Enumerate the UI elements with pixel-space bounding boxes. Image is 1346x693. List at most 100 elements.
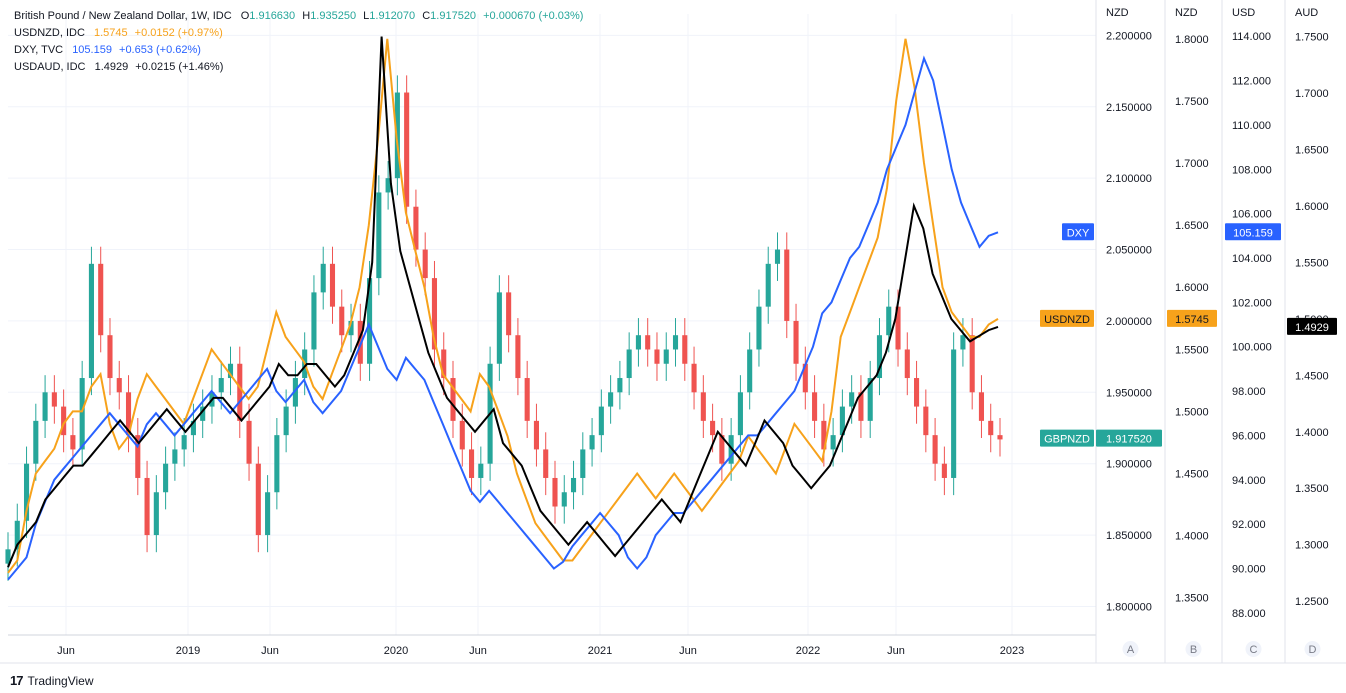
candle-body bbox=[728, 435, 734, 464]
x-tick-label: 2019 bbox=[176, 645, 200, 657]
candle-body bbox=[886, 306, 892, 336]
dxy-name-label: DXY bbox=[1067, 227, 1090, 239]
candle-body bbox=[719, 435, 725, 464]
axis-tick-B: 1.7500 bbox=[1175, 96, 1209, 108]
candle-body bbox=[932, 435, 938, 464]
usdnzd-name-label: USDNZD bbox=[1044, 314, 1090, 326]
x-tick-label: 2020 bbox=[384, 645, 408, 657]
gbpnzd-price-label: 1.917520 bbox=[1106, 434, 1152, 446]
candle-body bbox=[914, 378, 920, 407]
candle-body bbox=[469, 449, 475, 478]
candle-body bbox=[135, 435, 141, 478]
candle-body bbox=[144, 477, 150, 536]
candle-body bbox=[710, 420, 716, 436]
candle-body bbox=[635, 335, 641, 350]
candle-body bbox=[88, 263, 94, 379]
axis-tick-D: 1.4500 bbox=[1295, 370, 1329, 382]
candle-body bbox=[543, 449, 549, 478]
tradingview-name: TradingView bbox=[27, 673, 94, 688]
axis-tick-A: 2.200000 bbox=[1106, 30, 1152, 42]
axis-tick-C: 92.000 bbox=[1232, 519, 1266, 531]
candle-body bbox=[589, 435, 595, 450]
candle-body bbox=[348, 320, 354, 336]
candle-body bbox=[774, 249, 781, 264]
candle-body bbox=[691, 363, 697, 393]
legend-main-close-label: C bbox=[422, 10, 431, 22]
candle-body bbox=[265, 492, 271, 536]
candle-body bbox=[431, 278, 438, 350]
axis-tick-C: 108.000 bbox=[1232, 164, 1272, 176]
axis-title-B: NZD bbox=[1175, 7, 1198, 19]
usdaud-price-label: 1.4929 bbox=[1295, 322, 1329, 334]
legend-main-high: 1.935250 bbox=[310, 10, 357, 22]
candle-body bbox=[70, 435, 76, 450]
candle-body bbox=[320, 263, 326, 293]
axis-tick-B: 1.4000 bbox=[1175, 531, 1209, 543]
axis-tick-A: 2.050000 bbox=[1106, 245, 1152, 257]
candle-body bbox=[61, 406, 67, 436]
candle-body bbox=[441, 349, 447, 379]
axis-tick-D: 1.2500 bbox=[1295, 596, 1329, 608]
axis-tick-B: 1.5000 bbox=[1175, 406, 1209, 418]
candle-body bbox=[339, 306, 345, 336]
candle-body bbox=[960, 335, 966, 350]
axis-tick-D: 1.3500 bbox=[1295, 483, 1329, 495]
candle-body bbox=[413, 206, 419, 250]
candle-body bbox=[830, 435, 836, 450]
axis-tick-A: 2.150000 bbox=[1106, 102, 1152, 114]
candle-body bbox=[737, 392, 743, 436]
candle-body bbox=[311, 292, 317, 350]
axis-tick-C: 90.000 bbox=[1232, 563, 1266, 575]
axis-tick-B: 1.6500 bbox=[1175, 220, 1209, 232]
legend-main-open-label: O bbox=[240, 10, 250, 22]
axis-tick-A: 1.950000 bbox=[1106, 387, 1152, 399]
scale-button-C[interactable] bbox=[1245, 641, 1262, 657]
candle-body bbox=[988, 420, 994, 436]
candle-body bbox=[51, 392, 57, 407]
candle-body bbox=[227, 363, 234, 379]
x-tick-label: 2021 bbox=[588, 645, 612, 657]
x-tick-label: Jun bbox=[469, 645, 487, 657]
tradingview-logo-icon: 17 bbox=[10, 673, 24, 688]
candle-body bbox=[598, 406, 604, 436]
candle-body bbox=[941, 463, 947, 478]
candle-body bbox=[645, 335, 651, 350]
x-tick-label: Jun bbox=[679, 645, 697, 657]
candle-body bbox=[283, 406, 289, 436]
scale-button-A[interactable] bbox=[1122, 641, 1139, 657]
tradingview-brand[interactable]: 17 TradingView bbox=[10, 673, 94, 688]
axis-tick-C: 106.000 bbox=[1232, 209, 1272, 221]
axis-tick-C: 88.000 bbox=[1232, 608, 1266, 620]
candle-body bbox=[255, 463, 261, 536]
x-tick-label: Jun bbox=[887, 645, 905, 657]
axis-tick-D: 1.7000 bbox=[1295, 88, 1329, 100]
axis-tick-A: 1.850000 bbox=[1106, 530, 1152, 542]
candle-body bbox=[997, 435, 1003, 440]
candle-body bbox=[450, 378, 456, 421]
candle-body bbox=[867, 378, 873, 421]
candle-body bbox=[969, 335, 975, 393]
candle-body bbox=[802, 363, 808, 393]
legend-usdnzd-symbol: USDNZD, IDC bbox=[14, 27, 85, 39]
candle-body bbox=[33, 420, 39, 464]
axis-tick-C: 102.000 bbox=[1232, 297, 1272, 309]
candle-body bbox=[784, 249, 790, 321]
axis-tick-B: 1.5500 bbox=[1175, 344, 1209, 356]
candle-body bbox=[394, 92, 400, 179]
candle-body bbox=[107, 335, 113, 379]
candle-body bbox=[218, 378, 224, 393]
scale-letter-C: C bbox=[1250, 644, 1258, 656]
candle-body bbox=[329, 263, 336, 307]
scale-button-B[interactable] bbox=[1185, 641, 1202, 657]
candle-body bbox=[23, 463, 30, 521]
axis-tick-D: 1.6500 bbox=[1295, 144, 1329, 156]
candle-body bbox=[478, 463, 484, 478]
axis-tick-B: 1.8000 bbox=[1175, 34, 1209, 46]
scale-button-D[interactable] bbox=[1304, 641, 1321, 657]
axis-tick-D: 1.6000 bbox=[1295, 201, 1329, 213]
x-tick-label: Jun bbox=[57, 645, 75, 657]
candle-body bbox=[246, 420, 252, 464]
axis-tick-A: 2.000000 bbox=[1106, 316, 1152, 328]
candle-body bbox=[422, 249, 428, 279]
